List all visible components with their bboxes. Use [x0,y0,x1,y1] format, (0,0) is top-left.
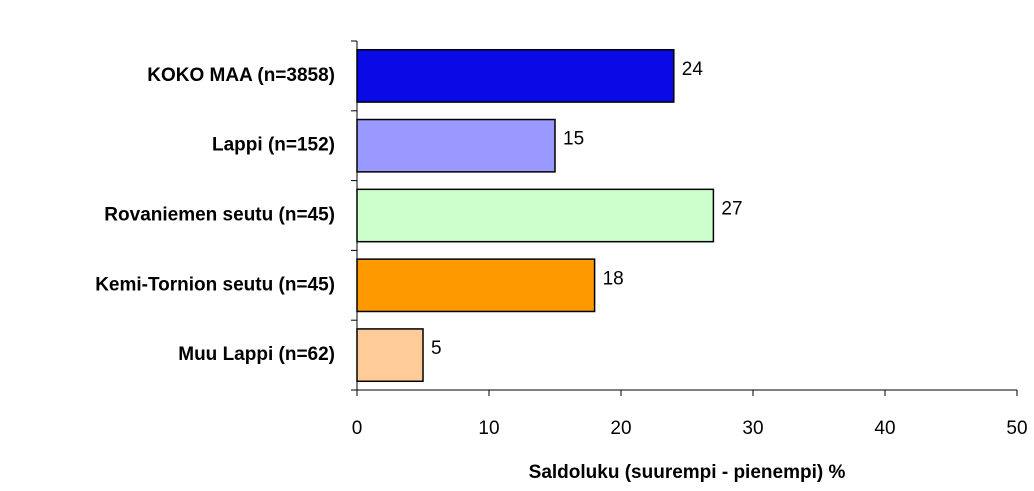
value-label: 24 [682,59,704,80]
bar [356,328,424,383]
value-label: 27 [721,199,742,220]
value-label: 18 [603,268,624,289]
x-tick-label: 50 [1006,418,1027,439]
x-tick-label: 30 [742,418,763,439]
bar [356,258,596,313]
bar [356,48,675,103]
x-tick-label: 0 [352,418,363,439]
x-axis-title: Saldoluku (suurempi - pienempi) % [529,462,846,483]
bar [356,118,556,173]
x-tick-label: 10 [478,418,499,439]
x-tick-label: 20 [610,418,631,439]
value-label: 5 [431,338,442,359]
y-tick-label: Kemi-Tornion seutu (n=45) [95,274,335,295]
value-label: 15 [563,129,584,150]
y-tick-label: Rovaniemen seutu (n=45) [104,205,335,226]
y-tick-label: Lappi (n=152) [212,135,335,156]
y-tick-label: KOKO MAA (n=3858) [147,65,335,86]
y-tick-label: Muu Lappi (n=62) [178,344,335,365]
bar [356,188,715,243]
x-tick-label: 40 [874,418,895,439]
